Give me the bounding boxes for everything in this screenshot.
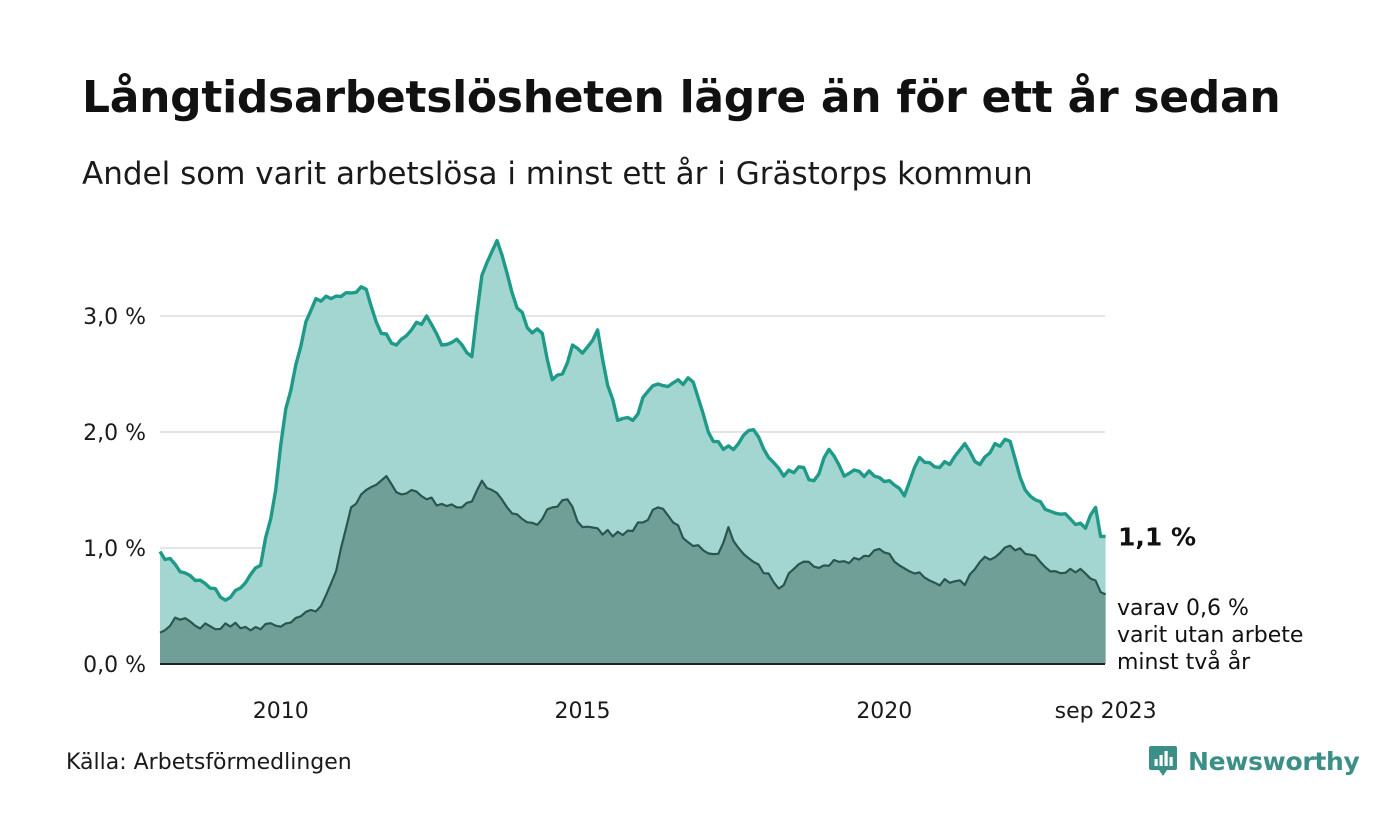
chart-areas xyxy=(158,238,1107,664)
newsworthy-logo-icon xyxy=(1149,746,1177,776)
brand-name: Newsworthy xyxy=(1188,746,1360,776)
brand-logo: Newsworthy xyxy=(1148,744,1360,778)
two-year-area xyxy=(160,476,1106,664)
x-tick-label: 2020 xyxy=(856,699,912,724)
chart-labels: 0,0 % 1,0 % 2,0 % 3,0 % 2010 2015 2020 sep 2023… xyxy=(83,305,1303,724)
y-tick-label: 2,0 % xyxy=(83,421,146,446)
x-tick-label: 2015 xyxy=(555,699,611,724)
series-end-label-line: varit utan arbete xyxy=(1117,623,1303,648)
one-year-line xyxy=(158,238,1106,602)
two-year-line xyxy=(159,475,1107,634)
chart-subtitle: Andel som varit arbetslösa i minst ett å… xyxy=(82,156,1033,192)
x-tick-label: 2010 xyxy=(253,699,309,724)
y-tick-label: 0,0 % xyxy=(83,653,146,678)
source-note: Källa: Arbetsförmedlingen xyxy=(66,750,352,775)
series-end-label-line: minst två år xyxy=(1117,649,1251,675)
y-tick-label: 3,0 % xyxy=(83,305,146,330)
chart-title: Långtidsarbetslösheten lägre än för ett … xyxy=(82,72,1281,123)
y-tick-label: 1,0 % xyxy=(83,537,146,562)
series-end-label-line: varav 0,6 % xyxy=(1117,596,1249,621)
x-tick-label: sep 2023 xyxy=(1055,699,1157,724)
series-end-label: 1,1 % xyxy=(1118,522,1196,551)
